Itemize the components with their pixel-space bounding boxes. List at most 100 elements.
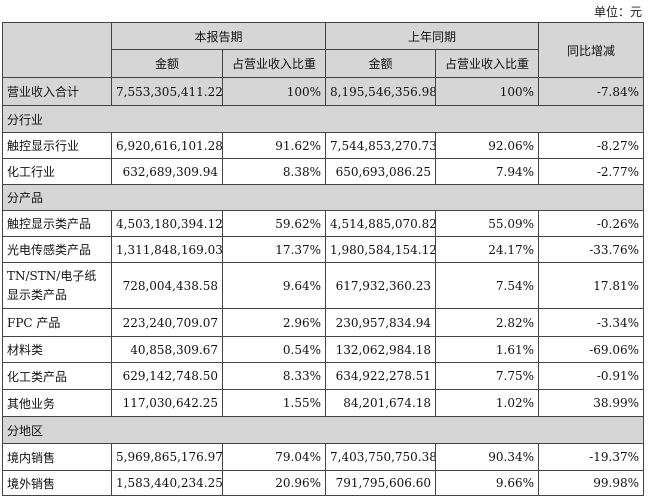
- cur-ratio: 2.96%: [221, 308, 327, 337]
- table-row: 境外销售 1,583,440,234.25 20.96% 791,795,606…: [2, 470, 645, 496]
- prev-amount: 634,922,278.51: [325, 362, 437, 390]
- prev-ratio: 2.82%: [435, 308, 540, 337]
- prev-ratio: 1.02%: [435, 389, 540, 417]
- prev-ratio: 55.09%: [435, 210, 540, 237]
- cur-ratio: 17.37%: [221, 236, 327, 263]
- cur-ratio: 9.64%: [221, 262, 327, 309]
- header-yoy: 同比增减: [538, 22, 645, 78]
- header-cur-ratio: 占营业收入比重: [221, 49, 327, 78]
- prev-amount: 617,932,360.23: [325, 262, 437, 309]
- header-prior-period: 上年同期: [325, 22, 540, 50]
- cur-amount: 4,503,180,394.12: [111, 210, 223, 237]
- header-prev-ratio: 占营业收入比重: [435, 49, 540, 78]
- prev-ratio: 90.34%: [435, 443, 540, 471]
- prev-amount: 1,980,584,154.12: [325, 236, 437, 263]
- cur-amount: 6,920,616,101.28: [111, 132, 223, 159]
- header-current-period: 本报告期: [110, 22, 327, 50]
- cur-ratio: 20.96%: [221, 470, 327, 496]
- prev-amount: 791,795,606.60: [325, 470, 437, 496]
- yoy-change: -2.77%: [538, 158, 645, 185]
- table-row: 触控显示行业 6,920,616,101.28 91.62% 7,544,853…: [2, 132, 645, 159]
- cur-amount: 5,969,865,176.97: [111, 443, 223, 471]
- cur-amount: 1,311,848,169.03: [111, 236, 223, 263]
- yoy-change: 99.98%: [538, 470, 645, 496]
- row-label: 触控显示行业: [2, 132, 112, 159]
- header-prev-amount: 金额: [325, 49, 437, 78]
- row-label: TN/STN/电子纸显示类产品: [2, 262, 112, 309]
- yoy-change: -33.76%: [538, 236, 645, 263]
- yoy-change: 17.81%: [538, 262, 645, 309]
- table-row: 化工类产品 629,142,748.50 8.33% 634,922,278.5…: [2, 362, 645, 390]
- cur-ratio: 79.04%: [221, 443, 327, 471]
- unit-label: 单位：元: [593, 5, 642, 19]
- yoy-change: -3.34%: [538, 308, 645, 337]
- cur-amount: 632,689,309.94: [111, 158, 223, 185]
- prev-amount: 650,693,086.25: [325, 158, 437, 185]
- yoy-change: -0.91%: [538, 362, 645, 390]
- header-blank: [2, 22, 112, 78]
- prev-ratio: 92.06%: [435, 132, 540, 159]
- yoy-change: -0.26%: [538, 210, 645, 237]
- prev-ratio: 100%: [435, 77, 540, 106]
- cur-amount: 728,004,438.58: [111, 262, 223, 309]
- row-label: 光电传感类产品: [2, 236, 112, 263]
- yoy-change: -69.06%: [538, 336, 645, 363]
- table-row: 其他业务 117,030,642.25 1.55% 84,201,674.18 …: [2, 389, 645, 417]
- section-region: 分地区: [1, 416, 645, 444]
- prev-amount: 7,544,853,270.73: [325, 132, 437, 159]
- cur-amount: 117,030,642.25: [111, 389, 223, 417]
- table-row: 材料类 40,858,309.67 0.54% 132,062,984.18 1…: [2, 336, 645, 363]
- section-product: 分产品: [1, 184, 645, 211]
- cur-amount: 629,142,748.50: [111, 362, 223, 390]
- prev-amount: 7,403,750,750.38: [325, 443, 437, 471]
- yoy-change: -19.37%: [538, 443, 645, 471]
- cur-ratio: 1.55%: [221, 389, 327, 417]
- cur-amount: 7,553,305,411.22: [111, 77, 223, 106]
- table-row: TN/STN/电子纸显示类产品 728,004,438.58 9.64% 617…: [2, 262, 645, 309]
- prev-ratio: 7.54%: [435, 262, 540, 309]
- yoy-change: -7.84%: [538, 77, 645, 106]
- cur-ratio: 8.33%: [221, 362, 327, 390]
- prev-amount: 4,514,885,070.82: [325, 210, 437, 237]
- prev-ratio: 7.75%: [435, 362, 540, 390]
- row-label: 境内销售: [2, 443, 112, 471]
- header-cur-amount: 金额: [111, 49, 223, 78]
- row-label: 化工行业: [2, 158, 112, 185]
- cur-amount: 40,858,309.67: [111, 336, 223, 363]
- section-title: 分地区: [1, 416, 645, 444]
- section-title: 分行业: [1, 105, 645, 133]
- prev-amount: 8,195,546,356.98: [325, 77, 437, 106]
- row-label: 境外销售: [2, 470, 112, 496]
- revenue-table: 本报告期 上年同期 同比增减 金额 占营业收入比重 金额 占营业收入比重 营业收…: [1, 22, 645, 496]
- table-row: 光电传感类产品 1,311,848,169.03 17.37% 1,980,58…: [2, 236, 645, 263]
- row-label: 化工类产品: [2, 362, 112, 390]
- cur-ratio: 8.38%: [221, 158, 327, 185]
- prev-amount: 132,062,984.18: [325, 336, 437, 363]
- cur-amount: 223,240,709.07: [111, 308, 223, 337]
- prev-ratio: 9.66%: [435, 470, 540, 496]
- section-industry: 分行业: [1, 105, 645, 133]
- row-label: 触控显示类产品: [2, 210, 112, 237]
- cur-ratio: 91.62%: [221, 132, 327, 159]
- table-row: 境内销售 5,969,865,176.97 79.04% 7,403,750,7…: [2, 443, 645, 471]
- prev-ratio: 7.94%: [435, 158, 540, 185]
- table-row: FPC 产品 223,240,709.07 2.96% 230,957,834.…: [2, 308, 645, 337]
- section-title: 分产品: [1, 184, 645, 211]
- row-label: 营业收入合计: [2, 77, 112, 106]
- cur-amount: 1,583,440,234.25: [111, 470, 223, 496]
- prev-ratio: 24.17%: [435, 236, 540, 263]
- yoy-change: 38.99%: [538, 389, 645, 417]
- row-label: 材料类: [2, 336, 112, 363]
- table-row: 触控显示类产品 4,503,180,394.12 59.62% 4,514,88…: [2, 210, 645, 237]
- row-label: 其他业务: [2, 389, 112, 417]
- prev-ratio: 1.61%: [435, 336, 540, 363]
- prev-amount: 230,957,834.94: [325, 308, 437, 337]
- cur-ratio: 59.62%: [221, 210, 327, 237]
- cur-ratio: 100%: [221, 77, 327, 106]
- row-label: FPC 产品: [2, 308, 112, 337]
- table-row: 化工行业 632,689,309.94 8.38% 650,693,086.25…: [2, 158, 645, 185]
- cur-ratio: 0.54%: [221, 336, 327, 363]
- total-row: 营业收入合计 7,553,305,411.22 100% 8,195,546,3…: [2, 77, 645, 106]
- prev-amount: 84,201,674.18: [325, 389, 437, 417]
- yoy-change: -8.27%: [538, 132, 645, 159]
